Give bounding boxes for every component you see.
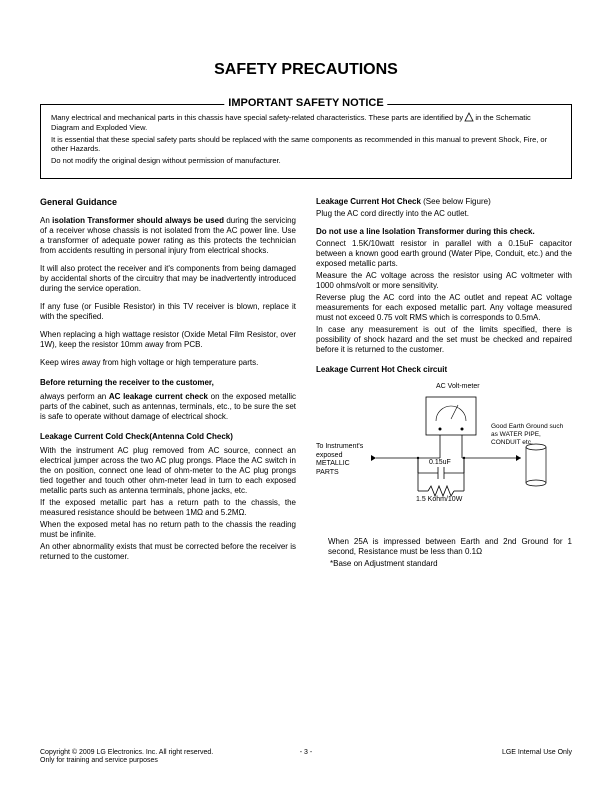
- right-p3: Measure the AC voltage across the resist…: [316, 271, 572, 291]
- hot-check-head: Leakage Current Hot Check (See below Fig…: [316, 197, 572, 207]
- left-p9: When the exposed metal has no return pat…: [40, 520, 296, 540]
- left-p8: If the exposed metallic part has a retur…: [40, 498, 296, 518]
- circuit-note1: When 25A is impressed between Earth and …: [328, 537, 572, 557]
- right-p5: In case any measurement is out of the li…: [316, 325, 572, 355]
- right-p2: Connect 1.5K/10watt resistor in parallel…: [316, 239, 572, 269]
- left-p4: When replacing a high wattage resistor (…: [40, 330, 296, 350]
- instrument-label: To Instrument's exposed METALLIC PARTS: [316, 443, 371, 478]
- left-p6: always perform an AC leakage current che…: [40, 392, 296, 422]
- circuit-diagram: AC Volt-meter: [316, 383, 566, 533]
- general-guidance-head: General Guidance: [40, 197, 296, 208]
- right-p2bold: Do not use a line Isolation Transformer …: [316, 227, 572, 237]
- footer-right: LGE Internal Use Only: [502, 749, 572, 767]
- page-title: SAFETY PRECAUTIONS: [40, 60, 572, 80]
- right-p1: Plug the AC cord directly into the AC ou…: [316, 209, 572, 219]
- notice-p3: Do not modify the original design withou…: [51, 156, 561, 166]
- hot-circuit-head: Leakage Current Hot Check circuit: [316, 365, 572, 375]
- left-p1: An isolation Transformer should always b…: [40, 216, 296, 256]
- voltmeter-label: AC Volt-meter: [436, 383, 480, 392]
- left-p7: With the instrument AC plug removed from…: [40, 446, 296, 496]
- before-returning-head: Before returning the receiver to the cus…: [40, 378, 296, 388]
- left-p5: Keep wires away from high voltage or hig…: [40, 358, 296, 368]
- circuit-note2: *Base on Adjustment standard: [330, 559, 572, 569]
- ground-label: Good Earth Ground such as WATER PIPE, CO…: [491, 423, 566, 447]
- safety-notice-box: IMPORTANT SAFETY NOTICE Many electrical …: [40, 104, 572, 179]
- cap-label: 0.15uF: [429, 459, 451, 468]
- left-column: General Guidance An isolation Transforme…: [40, 197, 296, 569]
- copyright: Copyright © 2009 LG Electronics. Inc. Al…: [40, 749, 213, 758]
- left-p10: An other abnormality exists that must be…: [40, 542, 296, 562]
- right-column: Leakage Current Hot Check (See below Fig…: [316, 197, 572, 569]
- right-p4: Reverse plug the AC cord into the AC out…: [316, 293, 572, 323]
- notice-p2: It is essential that these special safet…: [51, 135, 561, 155]
- left-p3: If any fuse (or Fusible Resistor) in thi…: [40, 302, 296, 322]
- notice-p1: Many electrical and mechanical parts in …: [51, 113, 561, 133]
- res-label: 1.5 Kohm/10W: [416, 496, 462, 505]
- footer-purpose: Only for training and service purposes: [40, 757, 213, 766]
- cold-check-head: Leakage Current Cold Check(Antenna Cold …: [40, 432, 296, 442]
- left-p2: It will also protect the receiver and it…: [40, 264, 296, 294]
- page-footer: Copyright © 2009 LG Electronics. Inc. Al…: [40, 749, 572, 767]
- page-number: - 3 -: [300, 749, 312, 758]
- notice-heading: IMPORTANT SAFETY NOTICE: [212, 97, 399, 111]
